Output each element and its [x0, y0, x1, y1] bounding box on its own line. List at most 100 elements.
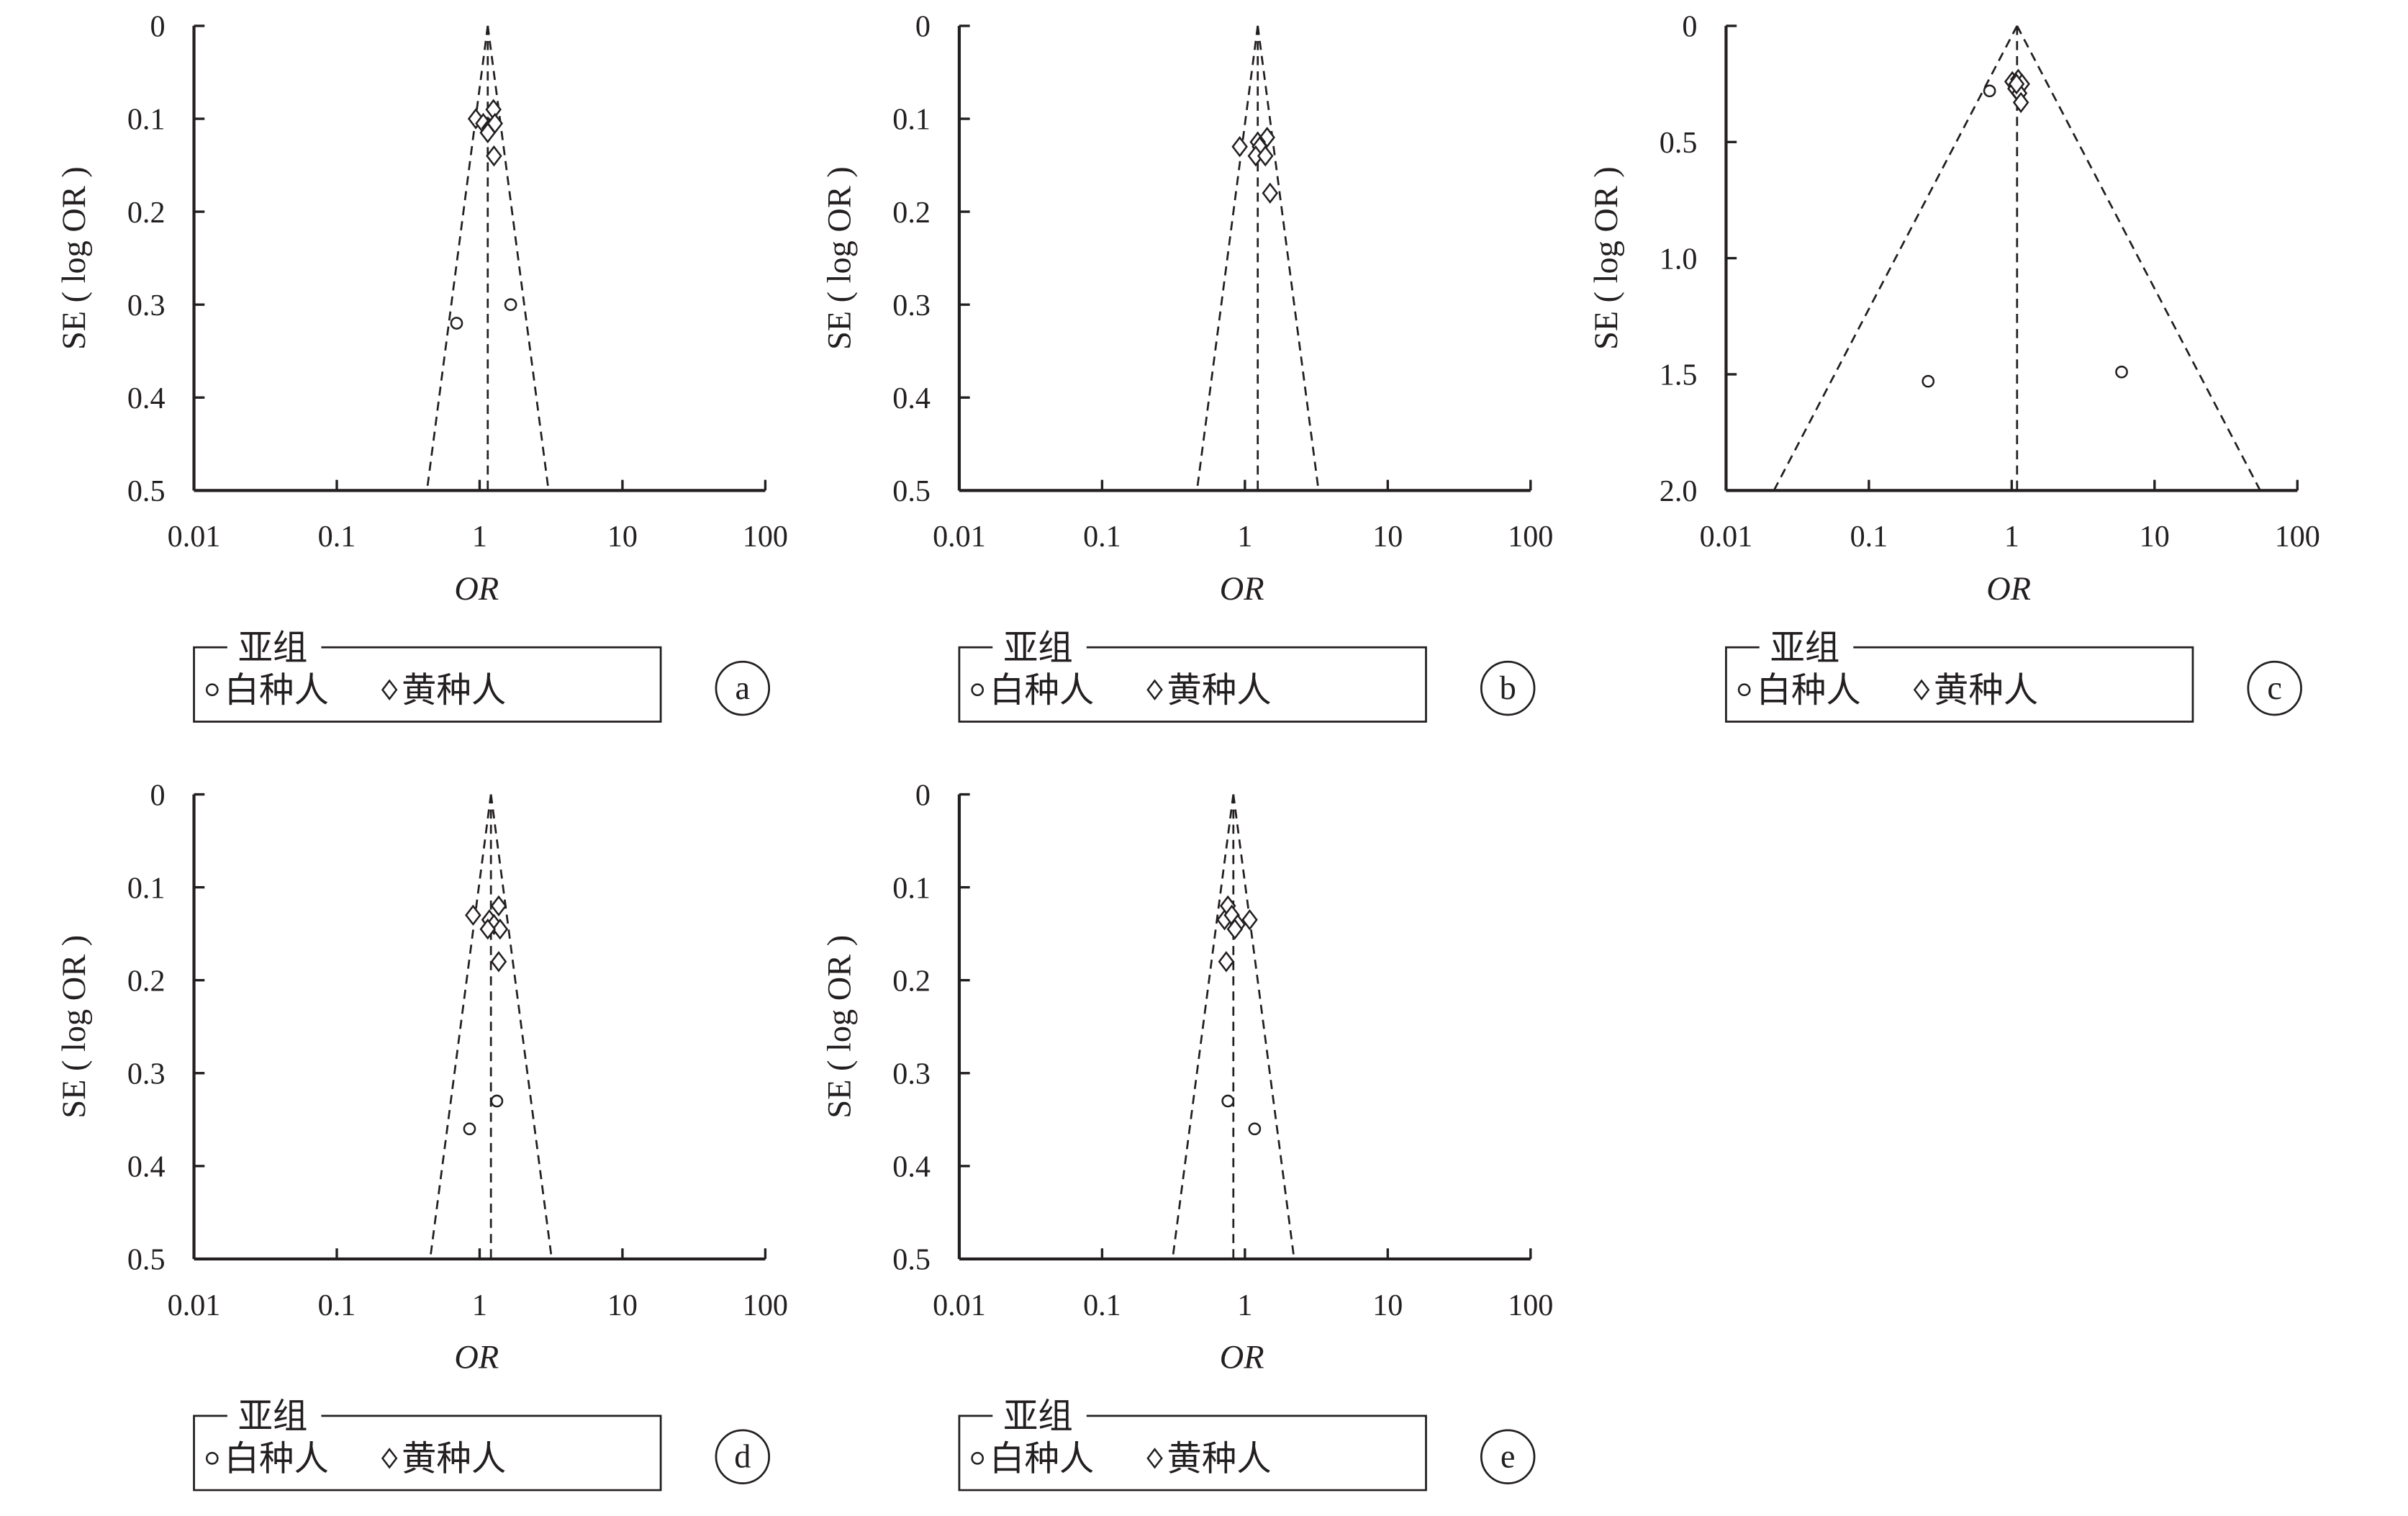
y-axis-title: SE ( log OR ) — [821, 166, 858, 350]
legend-box — [958, 1415, 1427, 1492]
legend-title: 亚组 — [1003, 1398, 1073, 1436]
legend-title: 亚组 — [238, 629, 308, 667]
y-axis-title: SE ( log OR ) — [56, 935, 93, 1119]
panel-label-circle — [715, 1429, 771, 1484]
x-tick-label: 10 — [607, 1289, 638, 1322]
panel-label-circle — [1480, 660, 1536, 716]
legend-diamond-icon — [1146, 1448, 1163, 1469]
funnel-left-line — [1773, 25, 2018, 491]
y-tick-label: 0.1 — [892, 871, 931, 905]
x-tick-label: 0.1 — [1083, 1289, 1121, 1322]
x-tick-label: 100 — [1508, 520, 1553, 554]
x-tick-label: 1 — [472, 1289, 487, 1322]
panel-label-circle — [715, 660, 771, 716]
panel-label: d — [734, 1438, 751, 1475]
funnel-right-line — [1232, 794, 1295, 1260]
x-tick-label: 1 — [472, 520, 487, 554]
y-tick-label: 0 — [915, 778, 931, 812]
y-tick-label: 0.3 — [127, 289, 166, 322]
funnel-right-line — [486, 25, 550, 491]
y-tick-label: 1.5 — [1660, 358, 1698, 392]
legend-box — [1725, 646, 2194, 723]
y-axis-title: SE ( log OR ) — [56, 166, 93, 350]
x-tick-label: 100 — [743, 520, 788, 554]
x-tick-label: 1 — [1237, 520, 1252, 554]
legend-circle-icon — [205, 683, 219, 697]
legend-label: 白种人 — [225, 672, 329, 710]
data-point-circle — [504, 298, 517, 312]
x-axis-title: OR — [1220, 1340, 1264, 1376]
y-tick-label: 0.3 — [892, 289, 931, 322]
legend-circle-icon — [1737, 683, 1751, 697]
legend-circle-icon — [971, 1452, 985, 1465]
x-tick-label: 100 — [1508, 1289, 1553, 1322]
legend-label: 黄种人 — [1167, 1440, 1271, 1479]
x-tick-label: 0.01 — [933, 520, 986, 554]
y-tick-label: 0.2 — [892, 964, 931, 998]
y-tick-label: 0 — [915, 10, 931, 44]
data-point-circle — [490, 1094, 504, 1108]
data-point-diamond — [467, 108, 484, 130]
data-point-diamond — [479, 918, 497, 940]
x-axis-title: OR — [454, 1340, 499, 1376]
x-tick-label: 0.01 — [933, 1289, 986, 1322]
data-point-diamond — [465, 904, 481, 926]
x-tick-label: 0.01 — [1700, 520, 1753, 554]
legend-box — [193, 1415, 662, 1492]
data-point-diamond — [486, 145, 502, 167]
x-axis-title: OR — [1986, 571, 2031, 608]
data-point-circle — [1983, 84, 1996, 98]
legend-label: 黄种人 — [1167, 672, 1271, 710]
data-point-diamond — [479, 122, 497, 144]
y-tick-label: 0.4 — [127, 382, 166, 415]
legend-label: 黄种人 — [1934, 672, 2038, 710]
panel-label: c — [2267, 670, 2282, 707]
data-point-diamond — [1218, 951, 1235, 973]
funnel-right-line — [2016, 25, 2261, 491]
funnel-left-line — [1171, 794, 1235, 1260]
legend-diamond-icon — [381, 1448, 398, 1469]
funnel-right-line — [1257, 25, 1320, 491]
y-tick-label: 0.4 — [892, 1150, 931, 1184]
x-tick-label: 10 — [1372, 1289, 1403, 1322]
funnel-right-line — [489, 794, 553, 1260]
legend-title: 亚组 — [1003, 629, 1073, 667]
y-tick-label: 0 — [150, 10, 165, 44]
y-tick-label: 1.0 — [1660, 242, 1698, 276]
funnel-plot-a: 0.01 0.1 1 10 100 0 0.1 0.2 0.3 0.4 0.5 OR SE ( log … — [56, 10, 788, 723]
y-axis-title: SE ( log OR ) — [821, 935, 858, 1119]
y-tick-label: 0.3 — [892, 1057, 931, 1091]
x-tick-label: 10 — [607, 520, 638, 554]
y-tick-label: 0.5 — [892, 474, 931, 508]
y-tick-label: 0 — [1682, 10, 1697, 44]
x-tick-label: 100 — [2275, 520, 2320, 554]
data-point-circle — [1922, 374, 1935, 388]
funnel-plot-c: 0.01 0.1 1 10 100 0 0.5 1.0 1.5 2.0 OR SE ( log OR … — [1588, 10, 2320, 723]
y-tick-label: 0.1 — [127, 871, 166, 905]
y-tick-label: 0.2 — [127, 196, 166, 230]
y-tick-label: 0.4 — [892, 382, 931, 415]
panel-label: b — [1500, 670, 1516, 707]
y-tick-label: 0.1 — [892, 103, 931, 137]
funnel-plot-e: 0.01 0.1 1 10 100 0 0.1 0.2 0.3 0.4 0.5 OR SE ( log … — [821, 778, 1553, 1492]
y-tick-label: 0.5 — [1660, 126, 1698, 160]
legend-circle-icon — [971, 683, 985, 697]
y-tick-label: 0.3 — [127, 1057, 166, 1091]
data-point-diamond — [2008, 73, 2025, 95]
legend-box — [958, 646, 1427, 723]
legend-label: 白种人 — [225, 1440, 329, 1479]
x-tick-label: 10 — [1372, 520, 1403, 554]
legend-circle-icon — [205, 1452, 219, 1465]
data-point-circle — [1221, 1094, 1235, 1108]
legend-diamond-icon — [1913, 679, 1930, 700]
y-tick-label: 2.0 — [1660, 474, 1698, 508]
legend-diamond-icon — [1146, 679, 1163, 700]
x-tick-label: 10 — [2140, 520, 2170, 554]
y-tick-label: 0.5 — [127, 1243, 166, 1277]
legend-label: 黄种人 — [402, 672, 506, 710]
data-point-circle — [1248, 1122, 1262, 1136]
y-axis-title: SE ( log OR ) — [1588, 166, 1625, 350]
y-tick-label: 0.2 — [892, 196, 931, 230]
legend-box — [193, 646, 662, 723]
